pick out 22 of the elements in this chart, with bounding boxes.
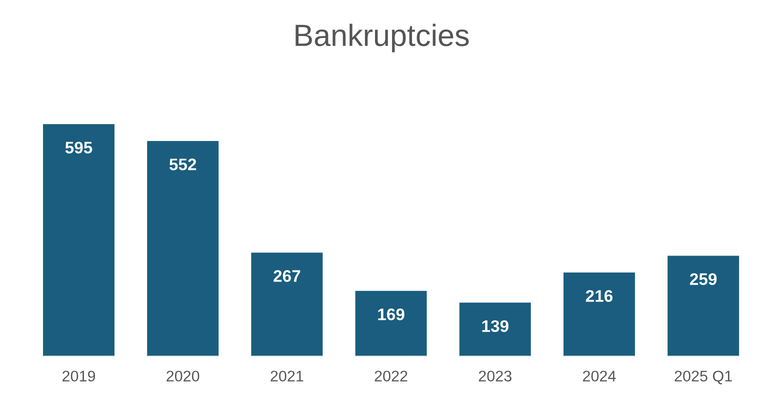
data-label: 595 (65, 142, 92, 154)
bar (250, 251, 324, 356)
data-label: 259 (690, 273, 717, 286)
data-label: 139 (482, 320, 508, 332)
bar (562, 271, 636, 356)
x-tick-label: 2024 (583, 370, 616, 382)
x-tick-label: 2023 (478, 370, 512, 382)
x-tick-label: 2021 (270, 370, 304, 382)
x-tick-label: 2019 (62, 370, 96, 382)
chart-title: Bankruptcies (296, 24, 469, 52)
bar (146, 140, 220, 356)
bar (666, 254, 740, 356)
bar (42, 122, 116, 356)
bar (354, 290, 428, 356)
x-tick-label: 2022 (374, 370, 408, 382)
bar (458, 301, 532, 356)
data-label: 216 (586, 290, 613, 302)
data-label: 552 (169, 158, 196, 170)
data-label: 267 (274, 270, 300, 282)
x-tick-label: 2025 Q1 (674, 370, 732, 384)
x-tick-label: 2020 (166, 370, 200, 382)
data-label: 169 (378, 308, 404, 320)
